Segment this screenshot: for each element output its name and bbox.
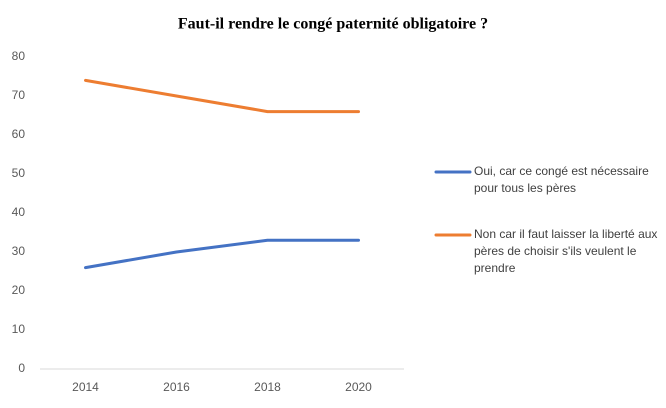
y-tick-label: 40	[12, 205, 26, 219]
line-series	[84, 78, 360, 114]
x-tick-label: 2020	[345, 380, 372, 394]
chart-title: Faut-il rendre le congé paternité obliga…	[178, 16, 488, 33]
legend-label: Non car il faut laisser la liberté aux p…	[474, 227, 658, 275]
y-tick-label: 70	[12, 88, 26, 102]
y-tick-label: 0	[18, 361, 25, 375]
legend-label: Oui, car ce congé est nécessaire pour to…	[474, 164, 649, 195]
x-tick-label: 2016	[163, 380, 190, 394]
y-tick-label: 30	[12, 244, 26, 258]
y-tick-label: 20	[12, 283, 26, 297]
y-tick-label: 50	[12, 166, 26, 180]
x-tick-label: 2018	[254, 380, 281, 394]
y-tick-label: 80	[12, 49, 26, 63]
y-tick-label: 10	[12, 322, 26, 336]
y-tick-label: 60	[12, 127, 26, 141]
x-tick-label: 2014	[72, 380, 99, 394]
line-series	[84, 238, 360, 270]
